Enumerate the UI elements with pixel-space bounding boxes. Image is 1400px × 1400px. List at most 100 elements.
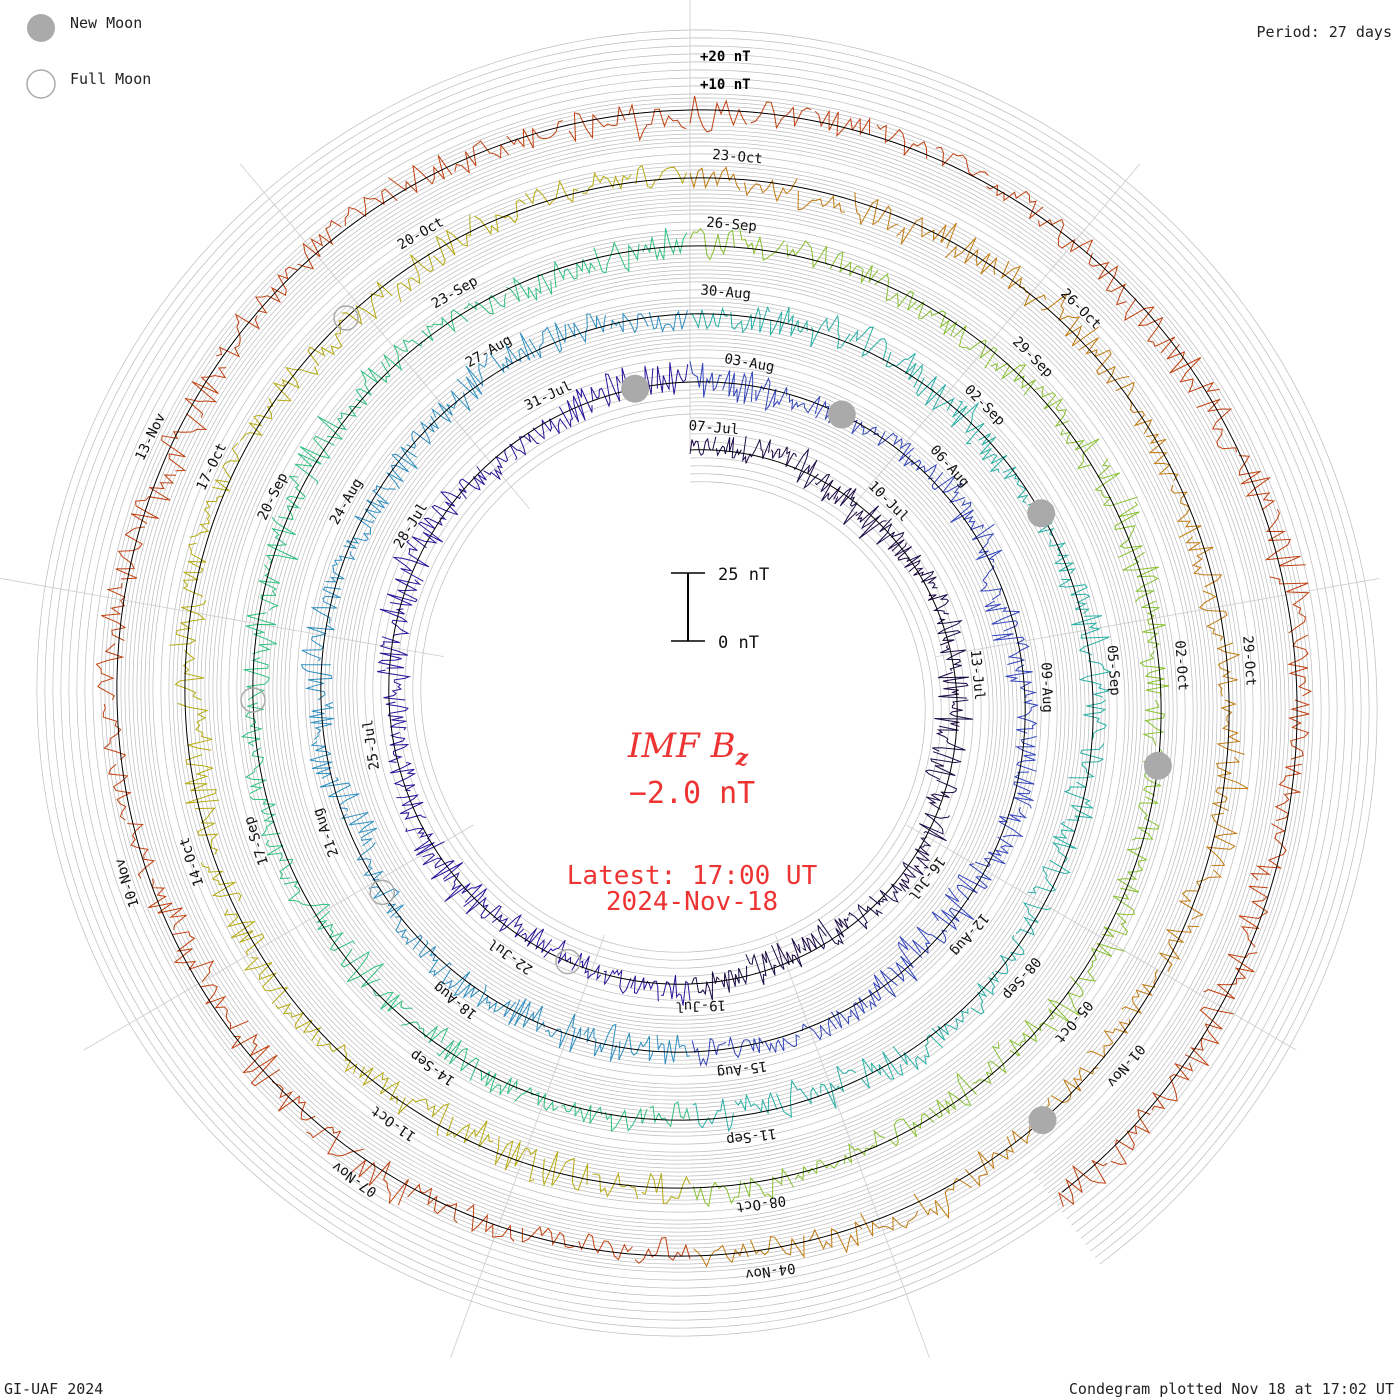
date-label: 02-Oct: [1171, 640, 1190, 692]
bz-trace-segment: [810, 314, 851, 349]
day-spoke: [775, 934, 930, 1358]
bz-trace-segment: [433, 214, 472, 266]
bz-trace-segment: [1037, 218, 1094, 255]
bz-trace-segment: [1198, 590, 1228, 641]
bz-trace-segment: [590, 373, 621, 408]
bz-trace-segment: [656, 1034, 691, 1065]
bz-trace-segment: [1142, 699, 1166, 746]
bz-trace-segment: [1121, 969, 1158, 1014]
bz-trace-segment: [458, 466, 487, 499]
bz-trace-segment: [978, 432, 1008, 473]
bz-trace-segment: [377, 669, 412, 701]
day-spoke: [0, 578, 444, 657]
bz-trace-segment: [405, 827, 445, 856]
bz-trace-segment: [130, 474, 176, 525]
bz-trace-segment: [648, 310, 688, 333]
bz-trace-segment: [463, 293, 507, 315]
period-label: Period: 27 days: [1257, 23, 1392, 41]
date-label: 23-Oct: [712, 147, 764, 167]
bz-trace-segment: [720, 965, 748, 993]
day-spoke: [906, 824, 1297, 1051]
bz-trace-segment: [722, 370, 754, 404]
bz-trace-segment: [604, 1107, 648, 1133]
bz-trace-segment: [351, 1159, 409, 1206]
bz-trace-segment: [630, 975, 659, 1002]
grid-spiral: [92, 85, 1322, 1281]
bz-trace-segment: [1211, 756, 1249, 812]
bz-trace-segment: [953, 325, 998, 369]
full-moon-marker: [555, 948, 581, 975]
bz-trace-segment: [603, 969, 632, 995]
bz-trace-segment: [944, 237, 998, 275]
bz-trace-segment: [422, 853, 464, 880]
bz-trace-segment: [553, 259, 596, 288]
bz-trace-segment: [172, 931, 215, 983]
bz-trace-segment: [1078, 657, 1112, 698]
bz-trace-segment: [876, 518, 905, 552]
bz-trace-segment: [254, 266, 298, 314]
bz-trace-segment: [341, 281, 393, 326]
scale-bar: 25 nT 0 nT: [671, 565, 769, 653]
bz-trace-segment: [421, 309, 469, 342]
chart-title-subscript: z: [735, 745, 749, 771]
bz-trace-segment: [936, 618, 963, 646]
bz-trace-segment: [1238, 885, 1269, 948]
bz-trace-segment: [1071, 615, 1110, 656]
bz-trace-segment: [364, 485, 396, 519]
bz-trace-segment: [927, 592, 950, 615]
bz-trace-segment: [935, 146, 989, 176]
bz-trace-segment: [265, 839, 294, 880]
bz-trace-segment: [275, 1003, 322, 1042]
bz-trace-segment: [411, 517, 444, 549]
bz-trace-segment: [441, 969, 480, 998]
day-spoke: [850, 163, 1141, 509]
bz-trace-segment: [231, 1033, 280, 1087]
bz-trace-segment: [885, 351, 923, 388]
bz-trace-segment: [1110, 1108, 1151, 1166]
bz-trace-segment: [799, 1017, 837, 1041]
new-moon-marker: [827, 400, 856, 429]
bz-trace-segment: [771, 938, 803, 970]
latest-date: 2024-Nov-18: [606, 887, 778, 917]
bz-trace-segment: [379, 608, 410, 638]
bz-trace-segment: [568, 105, 626, 143]
bz-trace-segment: [818, 917, 849, 946]
bz-trace-segment: [764, 1034, 800, 1054]
bz-trace-segment: [463, 888, 502, 919]
bz-trace-segment: [212, 442, 240, 492]
bz-trace-segment: [1205, 812, 1239, 867]
bz-trace-segment: [532, 418, 568, 440]
bz-trace-segment: [1139, 650, 1170, 697]
bz-trace-segment: [108, 763, 132, 821]
bz-trace-segment: [1203, 952, 1258, 1000]
full-moon-marker: [369, 879, 395, 906]
full-moon-marker: [333, 305, 359, 331]
bz-trace-segment: [1046, 976, 1084, 1024]
bz-trace-segment: [1063, 781, 1094, 821]
bz-trace-segment: [793, 447, 819, 490]
bz-trace-segment: [992, 633, 1030, 665]
bz-trace-segment: [814, 109, 871, 138]
bz-trace-segment: [829, 251, 879, 283]
moon-markers: [240, 305, 1172, 1135]
bz-trace-segment: [243, 657, 271, 701]
date-label: 13-Jul: [967, 649, 987, 701]
day-spoke: [83, 824, 474, 1051]
bz-trace-segment: [855, 505, 887, 539]
bz-trace-segment: [888, 1113, 935, 1147]
bz-trace-segment: [1131, 796, 1160, 841]
bz-trace-segment: [848, 903, 883, 930]
bz-trace-segment: [830, 997, 868, 1029]
bz-trace-segment: [294, 435, 335, 485]
bz-trace-segment: [476, 984, 516, 1018]
bz-trace-segment: [689, 361, 723, 398]
bz-trace-segment: [383, 339, 426, 372]
new-moon-marker: [621, 374, 650, 403]
full-moon-icon: [26, 69, 56, 99]
grid-spiral: [76, 69, 1338, 1297]
bz-trace-segment: [913, 1177, 972, 1220]
bz-trace-segment: [788, 394, 821, 415]
bz-trace-segment: [926, 779, 958, 810]
bz-trace-segment: [195, 807, 219, 855]
bz-trace-segment: [224, 909, 264, 956]
